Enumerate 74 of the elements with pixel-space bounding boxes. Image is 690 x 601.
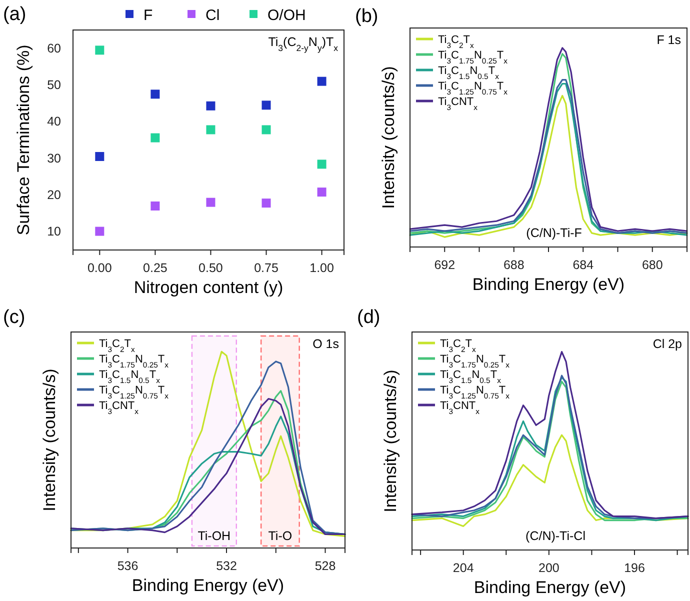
legend-label: Ti$_{3}$CNT$_{x}$ [440, 400, 480, 416]
x-tick-label: 684 [572, 258, 594, 272]
legend-label: Ti$_{3}$C$_{1.75}$N$_{0.25}$T$_{x}$ [99, 354, 169, 369]
x-axis-title: Binding Energy (eV) [472, 275, 625, 294]
legend-label: Ti$_{3}$C$_{1.75}$N$_{0.25}$T$_{x}$ [438, 50, 508, 65]
x-tick-label: 692 [434, 258, 456, 272]
y-axis-title: Surface Terminations (%) [14, 44, 33, 236]
x-axis-title: Binding Energy (eV) [474, 578, 626, 597]
x-tick-label: 536 [117, 558, 138, 573]
band-label: Ti-O [268, 529, 292, 543]
y-tick-label: 30 [47, 151, 62, 166]
x-tick-label: 680 [642, 258, 663, 272]
x-tick-label: 200 [538, 560, 560, 575]
annotation: (C/N)-Ti-F [526, 226, 582, 240]
x-tick-label: 204 [452, 560, 474, 575]
point [95, 152, 104, 161]
chart-title: (d) [357, 307, 380, 328]
text: Cl 2p [652, 337, 682, 351]
x-tick-label: 0.50 [198, 260, 223, 275]
legend-label: Ti$_{3}$C$_{1.25}$N$_{0.75}$T$_{x}$ [440, 384, 510, 400]
text: F 1s [656, 33, 681, 47]
x-axis-title: Binding Energy (eV) [132, 576, 284, 595]
point [317, 160, 326, 169]
legend-label: F [144, 7, 153, 24]
legend-label: O/OH [268, 7, 306, 24]
point [262, 125, 271, 134]
point [95, 46, 104, 55]
legend-label: Ti$_{3}$C$_{1.5}$N$_{0.5}$T$_{x}$ [438, 65, 500, 80]
chart-title: (a) [3, 4, 26, 25]
point [317, 76, 326, 86]
y-axis-title: Intensity (counts/s) [40, 368, 59, 512]
legend-label: Ti$_{3}$CNT$_{x}$ [438, 96, 478, 112]
legend-label: Ti$_{3}$C$_{1.75}$N$_{0.25}$T$_{x}$ [440, 354, 510, 369]
x-axis-title: Nitrogen content (y) [134, 278, 284, 297]
point [206, 101, 216, 110]
point [317, 188, 326, 197]
x-tick-label: 1.00 [310, 260, 334, 275]
legend-label: Ti$_{3}$C$_{1.25}$N$_{0.75}$T$_{x}$ [99, 384, 169, 400]
y-tick-label: 40 [47, 114, 62, 129]
y-tick-label: 60 [47, 41, 62, 56]
x-tick-label: 0.25 [143, 260, 168, 275]
y-axis-title: Intensity (counts/s) [379, 66, 398, 209]
legend-label: Ti$_{3}$C$_{2}$T$_{x}$ [99, 338, 136, 354]
y-axis-title: Intensity (counts/s) [381, 370, 400, 512]
chart-title: (c) [3, 307, 26, 328]
x-tick-label: 0.75 [254, 260, 278, 275]
band-label: Ti-OH [198, 529, 231, 543]
legend-label: Ti$_{3}$C$_{1.5}$N$_{0.5}$T$_{x}$ [99, 369, 160, 384]
point [150, 133, 160, 142]
point [262, 100, 271, 110]
x-tick-label: 532 [216, 558, 237, 573]
legend-label: Ti$_{3}$C$_{2}$T$_{x}$ [440, 338, 476, 354]
point [150, 90, 160, 99]
x-tick-label: 0.00 [87, 260, 112, 275]
text: O 1s [312, 337, 339, 351]
x-tick-label: 196 [624, 560, 645, 575]
chart-title: (b) [355, 6, 378, 27]
legend-label: Ti$_{3}$CNT$_{x}$ [99, 400, 139, 416]
legend-label: Cl [206, 7, 220, 24]
point [262, 198, 271, 208]
annotation: Ti$_{3}$(C$_{2-y}$N$_{y}$)T$_{x}$ [268, 35, 339, 53]
y-tick-label: 10 [47, 224, 62, 239]
point [206, 125, 216, 134]
point [150, 202, 160, 210]
y-tick-label: 50 [47, 78, 62, 92]
y-tick-label: 20 [47, 188, 62, 202]
annotation: (C/N)-Ti-Cl [526, 529, 586, 543]
x-tick-label: 688 [503, 258, 524, 272]
point [206, 198, 216, 207]
legend-label: Ti$_{3}$C$_{2}$T$_{x}$ [438, 34, 474, 50]
point [95, 226, 104, 236]
legend-label: Ti$_{3}$C$_{1.25}$N$_{0.75}$T$_{x}$ [438, 80, 508, 96]
x-tick-label: 528 [314, 558, 336, 573]
legend-label: Ti$_{3}$C$_{1.5}$N$_{0.5}$T$_{x}$ [440, 369, 502, 384]
